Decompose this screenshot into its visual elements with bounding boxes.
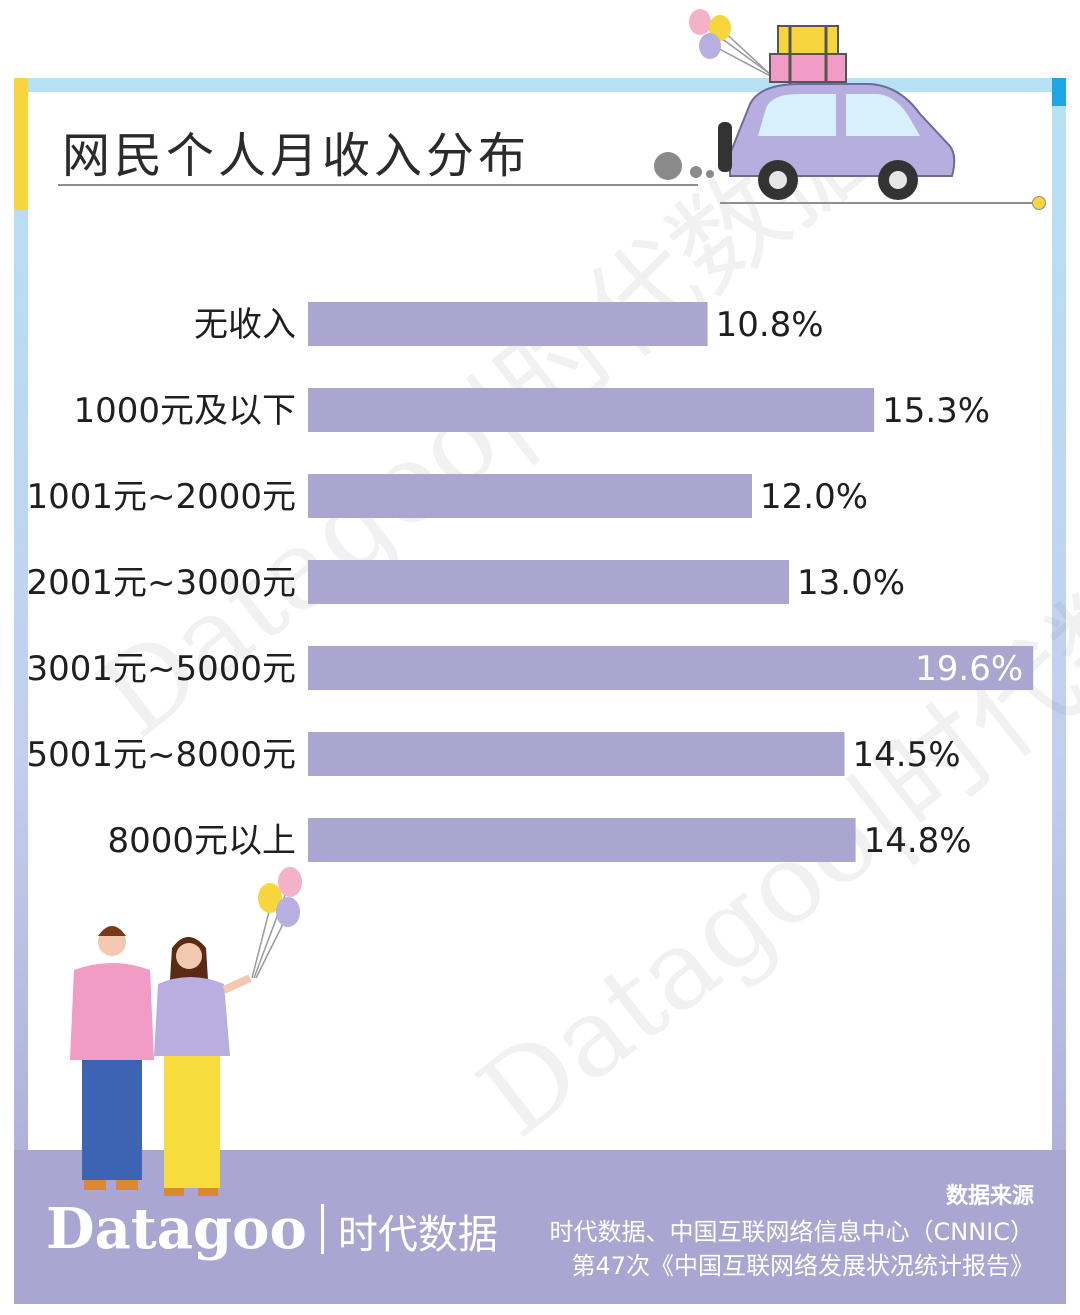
car-road-line	[720, 202, 1034, 204]
brand-cn: 时代数据	[337, 1212, 498, 1258]
frame-left-accent-top	[14, 78, 28, 210]
value-label-3: 13.0%	[797, 563, 905, 603]
bar-3	[308, 560, 789, 604]
bar-1	[308, 388, 875, 432]
value-label-5: 14.5%	[853, 735, 961, 775]
couple-illustration	[70, 867, 302, 1196]
frame-right-accent-top	[1052, 78, 1066, 106]
category-label-6: 8000元以上	[107, 821, 296, 861]
brand-logo: Datagoo 时代数据	[46, 1196, 498, 1262]
value-label-0: 10.8%	[716, 305, 824, 345]
woman-icon	[154, 937, 252, 1196]
luggage-icon	[769, 25, 847, 84]
bar-2	[308, 474, 752, 518]
value-label-1: 15.3%	[882, 391, 990, 431]
page-title: 网民个人月收入分布	[62, 128, 531, 184]
value-label-2: 12.0%	[760, 477, 868, 517]
title-underline	[58, 184, 698, 186]
car-icon	[654, 83, 956, 200]
category-label-4: 3001元~5000元	[26, 649, 296, 689]
category-label-0: 无收入	[194, 305, 296, 345]
balloons-car-icon	[689, 9, 775, 79]
bar-4	[308, 646, 1034, 690]
brand-latin: Datagoo	[46, 1196, 307, 1262]
road-end-dot	[1032, 196, 1046, 210]
source-line-2: 第47次《中国互联网络发展状况统计报告》	[571, 1252, 1034, 1280]
category-label-1: 1000元及以下	[73, 391, 296, 431]
source-line-1: 时代数据、中国互联网络信息中心（CNNIC）	[549, 1218, 1035, 1246]
category-label-5: 5001元~8000元	[26, 735, 296, 775]
value-label-4: 19.6%	[915, 649, 1023, 689]
bar-6	[308, 818, 856, 862]
bar-0	[308, 302, 708, 346]
brand-separator	[320, 1204, 324, 1254]
category-label-2: 1001元~2000元	[26, 477, 296, 517]
source-heading: 数据来源	[945, 1184, 1034, 1209]
bar-5	[308, 732, 845, 776]
value-label-6: 14.8%	[864, 821, 972, 861]
category-label-3: 2001元~3000元	[26, 563, 296, 603]
car-illustration	[654, 9, 956, 200]
balloons-couple-icon	[251, 867, 302, 979]
man-icon	[70, 926, 154, 1190]
